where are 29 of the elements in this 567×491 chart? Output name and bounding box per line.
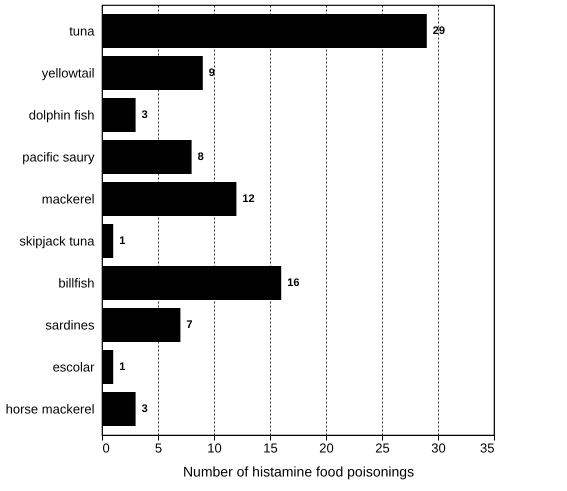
y-tick-label: horse mackerel [6,402,95,416]
x-tick-label: 35 [480,440,494,456]
y-tick-label: sardines [45,318,95,332]
y-tick-label: mackerel [42,192,95,206]
y-tick-label: skipjack tuna [19,234,96,248]
data-label: 1 [119,361,126,373]
x-axis-title: Number of histamine food poisonings [182,464,414,480]
x-tick-label: 15 [263,440,278,456]
x-tick-label: 20 [319,440,334,456]
y-tick-label: escolar [52,360,96,374]
data-label: 1 [119,235,126,247]
data-label: 12 [242,193,255,205]
x-tick-label: 10 [207,440,222,456]
data-label: 3 [142,109,148,121]
y-tick-label: yellowtail [42,66,95,80]
x-tick-label: 5 [154,440,162,456]
y-tick-label: dolphin fish [28,108,94,122]
y-tick-label: tuna [69,24,96,38]
data-label: 8 [198,151,204,163]
x-tick-label: 25 [375,440,390,456]
y-tick-label: billfish [58,276,94,290]
x-tick-label: 30 [431,440,446,456]
data-label: 29 [432,25,446,37]
data-label: 16 [287,277,300,289]
y-tick-label: pacific saury [22,150,95,164]
x-tick-label: 0 [102,440,110,456]
data-label: 7 [186,319,193,331]
data-label: 3 [142,403,148,415]
data-label: 9 [208,67,215,79]
